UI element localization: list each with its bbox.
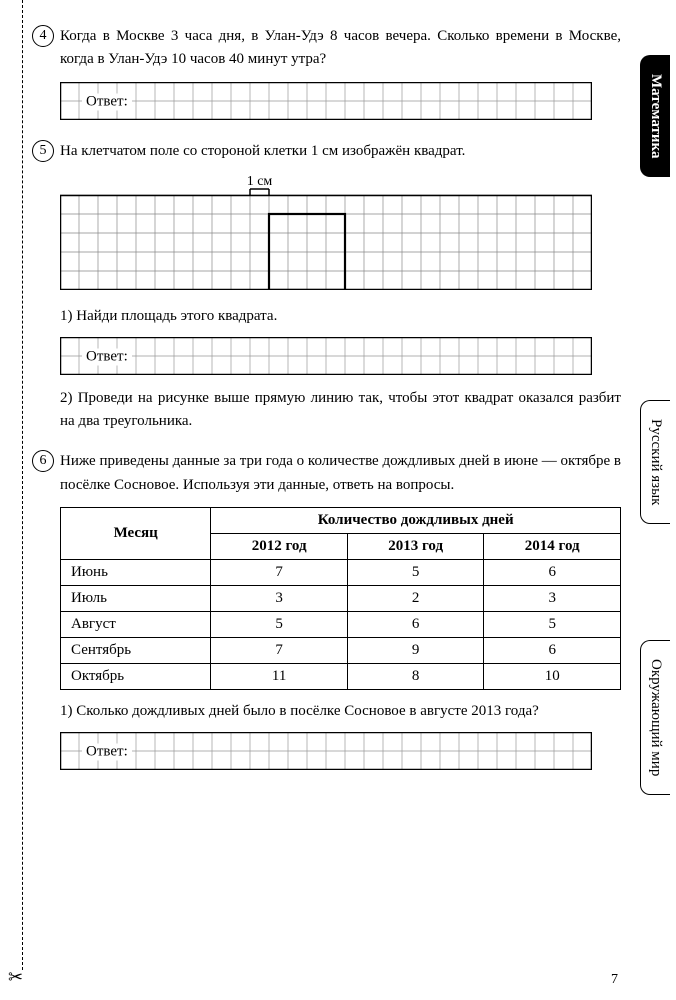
q4-text: Когда в Москве 3 часа дня, в Улан-Удэ 8 …: [60, 25, 621, 72]
q6-answer-box[interactable]: Ответ:: [60, 732, 621, 772]
value-cell: 7: [211, 637, 348, 663]
value-cell: 2: [347, 585, 484, 611]
col-year-1: 2013 год: [347, 533, 484, 559]
table-row: Июнь756: [61, 559, 621, 585]
col-year-2: 2014 год: [484, 533, 621, 559]
month-cell: Октябрь: [61, 663, 211, 689]
value-cell: 5: [347, 559, 484, 585]
value-cell: 5: [484, 611, 621, 637]
q4-answer-label: Ответ:: [82, 93, 132, 110]
value-cell: 10: [484, 663, 621, 689]
svg-text:1 см: 1 см: [247, 174, 273, 189]
table-row: Сентябрь796: [61, 637, 621, 663]
col-year-0: 2012 год: [211, 533, 348, 559]
table-row: Август565: [61, 611, 621, 637]
value-cell: 5: [211, 611, 348, 637]
page-number: 7: [611, 972, 618, 988]
q5-text: На клетчатом поле со стороной клетки 1 с…: [60, 140, 621, 163]
col-month-header: Месяц: [61, 507, 211, 559]
q4-answer-box[interactable]: Ответ:: [60, 82, 621, 122]
month-cell: Сентябрь: [61, 637, 211, 663]
scissors-icon: ✂: [8, 967, 23, 988]
value-cell: 7: [211, 559, 348, 585]
value-cell: 9: [347, 637, 484, 663]
value-cell: 6: [347, 611, 484, 637]
q5-grid-figure: 1 см: [60, 173, 621, 295]
q4-number: 4: [32, 25, 54, 47]
value-cell: 8: [347, 663, 484, 689]
page-content: 4 Когда в Москве 3 часа дня, в Улан-Удэ …: [0, 0, 676, 810]
q6-number: 6: [32, 450, 54, 472]
q6-sub1: 1) Сколько дождливых дней было в посёлке…: [60, 700, 621, 723]
question-6: 6 Ниже приведены данные за три года о ко…: [60, 450, 621, 772]
q5-number: 5: [32, 140, 54, 162]
value-cell: 3: [211, 585, 348, 611]
q5-sub2: 2) Проведи на рисунке выше прямую линию …: [60, 387, 621, 432]
value-cell: 3: [484, 585, 621, 611]
table-header-row-1: Месяц Количество дождливых дней: [61, 507, 621, 533]
value-cell: 6: [484, 637, 621, 663]
q5-answer-label: Ответ:: [82, 349, 132, 366]
month-cell: Июль: [61, 585, 211, 611]
month-cell: Август: [61, 611, 211, 637]
month-cell: Июнь: [61, 559, 211, 585]
q5-answer-box[interactable]: Ответ:: [60, 337, 621, 377]
question-4: 4 Когда в Москве 3 часа дня, в Улан-Удэ …: [60, 25, 621, 122]
value-cell: 11: [211, 663, 348, 689]
table-row: Июль323: [61, 585, 621, 611]
col-main-header: Количество дождливых дней: [211, 507, 621, 533]
question-5: 5 На клетчатом поле со стороной клетки 1…: [60, 140, 621, 433]
rain-table: Месяц Количество дождливых дней 2012 год…: [60, 507, 621, 690]
q6-answer-label: Ответ:: [82, 744, 132, 761]
table-row: Октябрь11810: [61, 663, 621, 689]
q5-sub1: 1) Найди площадь этого квадрата.: [60, 305, 621, 328]
value-cell: 6: [484, 559, 621, 585]
q6-text: Ниже приведены данные за три года о коли…: [60, 450, 621, 497]
